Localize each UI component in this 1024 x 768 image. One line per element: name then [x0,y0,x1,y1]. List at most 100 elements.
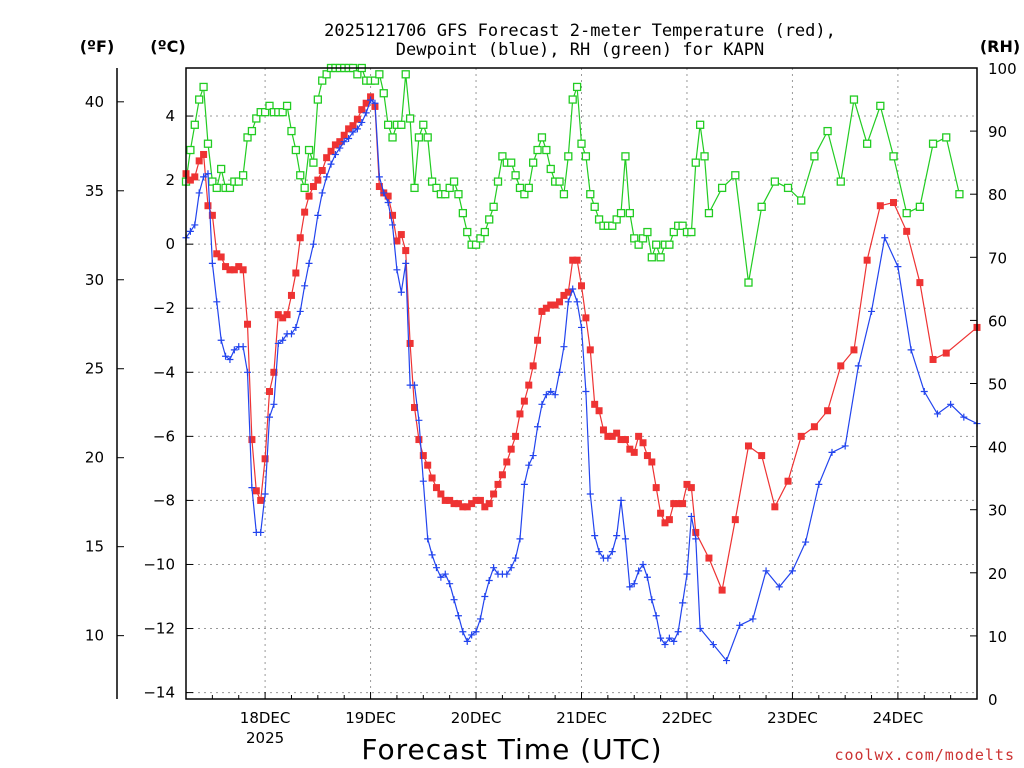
rh-tick-label: 10 [988,628,1007,646]
dewpoint-point [696,625,704,633]
rh-point [515,183,525,193]
dewpoint-point [314,211,322,219]
rh-point [195,95,204,104]
rh-point [458,208,468,218]
time-tick-label: 23DEC [767,709,818,727]
temperature-point [534,336,542,344]
dewpoint-point [591,532,599,540]
dewpoint-point [520,480,528,488]
rh-point [568,95,577,104]
temperature-point [402,247,410,255]
rh-point [449,177,459,186]
rh-point [647,253,656,262]
rh-axis-unit: (RH) [980,37,1020,56]
temperature-point [446,496,454,504]
dewpoint-point [437,573,445,581]
dewpoint-point [674,628,682,636]
temperature-point [657,509,665,517]
rh-point [445,183,454,193]
dewpoint-point [397,288,405,296]
rh-point [849,95,859,104]
dewpoint-point [802,538,810,546]
temperature-point [876,202,884,210]
rh-point [190,120,199,129]
rh-point [638,234,648,243]
temperature-point [239,266,247,274]
dewpoint-point [828,448,836,456]
celsius-tick-label: −4 [153,363,175,381]
rh-point [375,70,384,79]
temperature-point [318,166,326,174]
dewpoint-point [411,381,419,389]
temperature-point [472,496,480,504]
rh-point [405,114,415,123]
chart-title-line-1: 2025121706 GFS Forecast 2-meter Temperat… [324,21,836,41]
dewpoint-point [279,336,287,344]
dewpoint-point [270,400,278,408]
temperature-point [621,436,629,444]
temperature-point [569,256,577,264]
temperature-point [389,211,397,219]
dewpoint-point [481,593,489,601]
temperature-point [608,432,616,440]
rh-tick-label: 40 [988,439,1007,457]
temperature-point [345,125,353,133]
rh-point [212,183,221,193]
rh-point [590,202,599,211]
rh-point [797,196,806,205]
fahrenheit-tick-label: 25 [85,360,104,378]
temperature-point [424,461,432,469]
fahrenheit-axis: 10 15 20 25 30 35 40 [85,68,124,699]
temperature-point [441,496,449,504]
rh-point [410,183,419,193]
temperature-point [850,346,858,354]
dewpoint-point [569,285,577,293]
temperature-point [301,208,309,216]
rh-point [889,152,898,161]
rh-point [876,101,885,111]
dewpoint-point [529,452,537,460]
fahrenheit-tick-label: 15 [85,538,104,556]
dewpoint-point [318,189,326,197]
temperature-point [630,448,638,456]
rh-point [529,158,538,167]
dewpoint-point [296,307,304,315]
dewpoint-point [661,641,669,649]
rh-point [414,133,424,142]
dewpoint-point [648,596,656,604]
rh-point [318,76,327,85]
rh-point [744,278,753,287]
rh-point [247,126,257,136]
dewpoint-point [415,416,423,424]
temperature-point [358,106,366,114]
temperature-point [248,436,256,444]
dewpoint-point [472,628,480,636]
rh-axis: 0 10 20 30 40 50 60 70 80 90 100 [970,60,1017,709]
rh-point [700,152,709,161]
temperature-point [679,500,687,508]
temperature-point [287,291,295,299]
temperature-point [257,496,265,504]
time-tick-year: 2025 [246,729,284,747]
rh-point [252,114,261,123]
dewpoint-point [635,567,643,575]
temperature-point [705,554,713,562]
temperature-point [586,346,594,354]
rh-tick-label: 100 [988,60,1017,78]
temperature-point [507,445,515,453]
dewpoint-point [608,548,616,556]
rh-point [823,126,832,136]
dewpoint-point [292,323,300,331]
dewpoint-point [538,400,546,408]
rh-point [379,89,388,98]
rh-point [836,177,845,186]
rh-tick-label: 20 [988,565,1007,583]
rh-point [665,240,674,249]
temperature-point [771,503,779,511]
dewpoint-point [265,413,273,421]
dewpoint-point [507,564,515,572]
temperature-point [336,138,344,146]
dewpoint-point [626,583,634,591]
rh-point [533,145,542,155]
